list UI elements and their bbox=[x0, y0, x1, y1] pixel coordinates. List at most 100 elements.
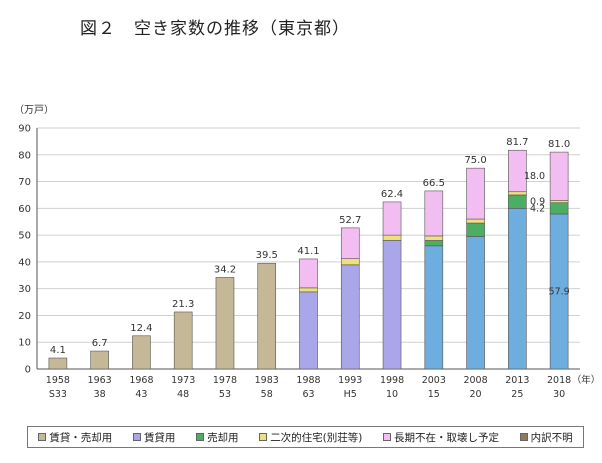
y-tick-label: 0 bbox=[25, 365, 31, 376]
bar-segment bbox=[382, 201, 402, 236]
bar-total-label: 21.3 bbox=[172, 299, 194, 310]
x-tick-label: 1998 bbox=[380, 375, 404, 386]
x-tick-label: 1968 bbox=[129, 375, 153, 386]
legend-item: 賃貸・売却用 bbox=[38, 430, 112, 445]
x-tick-label-jp: 15 bbox=[428, 389, 440, 400]
bar-total-label: 12.4 bbox=[130, 323, 152, 334]
x-tick-label: 1978 bbox=[213, 375, 237, 386]
bar-segment bbox=[90, 350, 109, 370]
y-tick-label: 30 bbox=[18, 284, 31, 295]
x-tick-label-jp: 48 bbox=[177, 389, 189, 400]
legend-item: 売却用 bbox=[196, 430, 239, 445]
y-axis-label: （万戸） bbox=[14, 104, 54, 116]
bar-segment bbox=[549, 200, 569, 204]
legend-item: 長期不在・取壊し予定 bbox=[383, 430, 499, 445]
x-tick-label-jp: 30 bbox=[553, 389, 565, 400]
x-tick-label-jp: H5 bbox=[344, 389, 357, 400]
x-tick-label: 1973 bbox=[171, 375, 195, 386]
bar-total-label: 34.2 bbox=[214, 264, 236, 275]
bar-segment bbox=[549, 151, 569, 201]
segment-label: 18.0 bbox=[524, 171, 545, 182]
x-axis-suffix: （年） bbox=[572, 374, 601, 386]
bar-segment bbox=[508, 208, 527, 370]
x-tick-label: 1983 bbox=[255, 375, 279, 386]
bar-segment bbox=[424, 240, 444, 247]
y-tick-label: 40 bbox=[18, 257, 31, 268]
chart-title: 図２ 空き家数の推移（東京都） bbox=[80, 19, 350, 39]
x-tick-label-jp: 10 bbox=[386, 389, 398, 400]
x-tick-label: 1993 bbox=[338, 375, 362, 386]
bar-segment bbox=[424, 245, 444, 370]
legend-label: 二次的住宅(別荘等) bbox=[270, 431, 363, 444]
bar-segment bbox=[299, 287, 318, 293]
bar-total-label: 81.0 bbox=[548, 139, 570, 150]
legend-label: 長期不在・取壊し予定 bbox=[394, 431, 500, 444]
y-tick-label: 20 bbox=[18, 311, 31, 322]
bar-total-label: 81.7 bbox=[506, 137, 528, 148]
bar-segment bbox=[466, 167, 485, 220]
bar-segment bbox=[424, 235, 444, 241]
x-tick-label: 2008 bbox=[463, 375, 487, 386]
bar-total-label: 39.5 bbox=[256, 250, 278, 261]
x-tick-label: 2013 bbox=[505, 375, 529, 386]
bar-total-label: 75.0 bbox=[464, 155, 486, 166]
bar-segment bbox=[549, 202, 569, 215]
legend-item: 二次的住宅(別荘等) bbox=[259, 430, 362, 445]
bar-segment bbox=[508, 194, 527, 209]
bar-segment bbox=[466, 236, 485, 370]
bar-total-label: 6.7 bbox=[92, 338, 108, 349]
x-tick-label-jp: 43 bbox=[135, 389, 147, 400]
x-tick-label: 2003 bbox=[422, 375, 446, 386]
bar-segment bbox=[215, 277, 235, 370]
y-tick-label: 90 bbox=[18, 124, 31, 135]
legend-label: 賃貸用 bbox=[143, 431, 176, 444]
segment-label: 4.2 bbox=[530, 203, 545, 214]
bar-segment bbox=[466, 222, 485, 237]
x-tick-label-jp: 53 bbox=[219, 389, 231, 400]
y-tick-label: 10 bbox=[18, 338, 31, 349]
x-tick-label: 1988 bbox=[296, 375, 320, 386]
legend-swatch bbox=[196, 433, 205, 441]
bar-segment bbox=[299, 291, 318, 370]
x-tick-label: 1958 bbox=[46, 375, 70, 386]
bar-segment bbox=[466, 218, 485, 224]
segment-label: 57.9 bbox=[549, 286, 570, 297]
y-tick-label: 80 bbox=[18, 150, 31, 161]
x-tick-label-jp: 58 bbox=[261, 389, 273, 400]
legend-swatch bbox=[132, 433, 141, 441]
legend-label: 内訳不明 bbox=[530, 431, 573, 444]
bar-total-label: 4.1 bbox=[50, 345, 66, 356]
x-tick-label-jp: S33 bbox=[49, 389, 67, 400]
bar-segment bbox=[48, 357, 68, 370]
bar-segment bbox=[508, 149, 527, 193]
legend-swatch bbox=[259, 433, 268, 441]
bar-total-label: 52.7 bbox=[339, 215, 361, 226]
chart-legend: 賃貸・売却用 賃貸用 売却用 二次的住宅(別荘等) 長期不在・取壊し予定 内訳不明 bbox=[27, 426, 584, 448]
bar-total-label: 66.5 bbox=[423, 178, 445, 189]
bar-segment bbox=[424, 190, 444, 237]
legend-label: 賃貸・売却用 bbox=[49, 431, 113, 444]
x-tick-label: 2018 bbox=[547, 375, 571, 386]
x-tick-label-jp: 38 bbox=[94, 389, 106, 400]
y-tick-label: 70 bbox=[18, 177, 31, 188]
legend-item: 賃貸用 bbox=[132, 430, 176, 445]
bar-segment bbox=[382, 234, 402, 241]
y-tick-label: 60 bbox=[18, 204, 31, 215]
legend-swatch bbox=[38, 433, 47, 441]
x-tick-label-jp: 25 bbox=[511, 389, 523, 400]
bar-segment bbox=[340, 258, 360, 266]
bar-total-label: 41.1 bbox=[297, 246, 319, 257]
y-tick-label: 50 bbox=[18, 231, 31, 242]
segment-label: 0.9 bbox=[530, 197, 545, 208]
bar-segment bbox=[340, 227, 360, 259]
bar-segment bbox=[508, 191, 527, 196]
legend-swatch bbox=[519, 433, 528, 441]
bar-segment bbox=[257, 262, 277, 370]
bar-segment bbox=[299, 258, 318, 289]
bar-segment bbox=[132, 335, 151, 370]
bar-total-label: 62.4 bbox=[381, 189, 403, 200]
legend-swatch bbox=[383, 433, 392, 441]
legend-label: 売却用 bbox=[207, 431, 239, 444]
x-tick-label-jp: 20 bbox=[470, 389, 482, 400]
x-tick-label: 1963 bbox=[88, 375, 112, 386]
